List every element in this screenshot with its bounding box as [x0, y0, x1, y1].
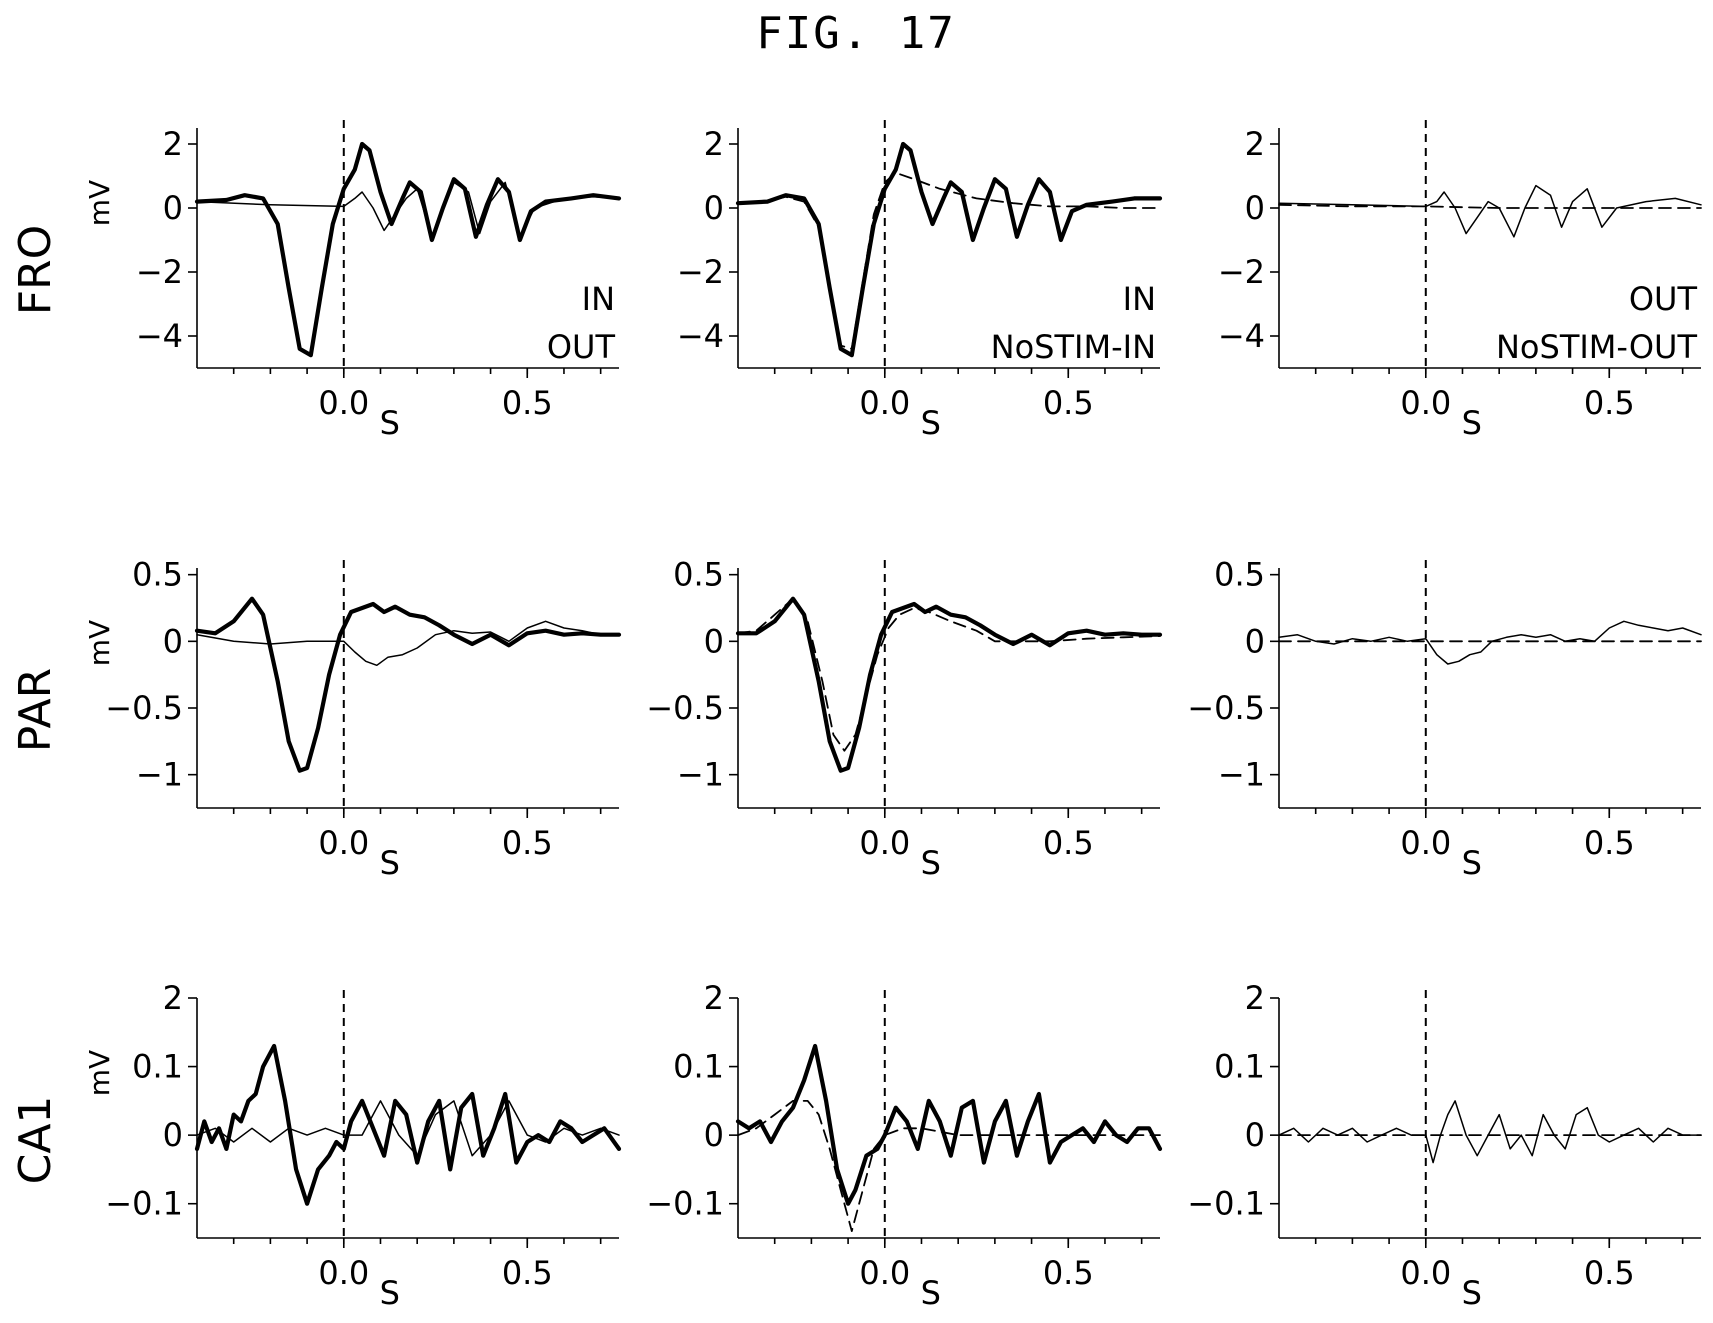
panel-ca1-1-y-tick-label: 0 [163, 1116, 183, 1154]
panel-ca1-2-y-tick-label: 2 [704, 979, 724, 1017]
figure-title: FIG. 17 [756, 8, 955, 59]
panel-ca1-1-y-unit: mV [83, 1050, 116, 1096]
panel-ca1-3-x-tick-label: 0.0 [1400, 1254, 1451, 1292]
panel-fro-3-legend-item: NoSTIM-OUT [1496, 328, 1697, 366]
panel-par-3-y-tick-label: −1 [1218, 756, 1265, 794]
panel-fro-2-y-tick-label: −4 [677, 317, 724, 355]
panel-fro-3: 2 0 −2 −4 0.0 0.5 S OUT NoSTIM-OUT [1218, 120, 1701, 442]
panel-fro-3-x-unit: S [1462, 404, 1482, 442]
panel-fro-1-y-tick-label: −2 [136, 253, 183, 291]
panel-par-1-x-unit: S [380, 844, 400, 882]
panel-par-2: 0.5 0 −0.5 −1 0.0 0.5 S [646, 556, 1160, 882]
panel-grid: 2 0 −2 −4 0.0 0.5 SmV IN OUT 2 0 −2 −4 0.0 0.5 S IN NoSTI… [83, 120, 1701, 1312]
panel-fro-2-x-tick-label: 0.5 [1043, 384, 1094, 422]
panel-par-3-x-tick-label: 0.0 [1400, 824, 1451, 862]
panel-fro-1-series-1-thick [197, 144, 619, 355]
panel-ca1-1-y-tick-label: 2 [163, 979, 183, 1017]
panel-par-3-series-1-thin [1279, 621, 1701, 664]
panel-par-1-y-unit: mV [83, 620, 116, 666]
panel-fro-1-legend-item: IN [582, 280, 615, 318]
row-label-ca1: CA1 [10, 1096, 61, 1185]
row-label-fro: FRO [10, 225, 61, 316]
panel-fro-2-y-tick-label: −2 [677, 253, 724, 291]
panel-par-1-series-2-thin [197, 621, 619, 665]
panel-ca1-2-series-1-thick [738, 1046, 1160, 1204]
panel-ca1-2-y-tick-label: 0.1 [673, 1048, 724, 1086]
panel-ca1-1-x-tick-label: 0.5 [502, 1254, 553, 1292]
panel-par-3-y-tick-label: 0 [1245, 622, 1265, 660]
panel-par-3-x-unit: S [1462, 844, 1482, 882]
panel-fro-1-x-tick-label: 0.0 [318, 384, 369, 422]
panel-par-2-y-tick-label: 0.5 [673, 556, 724, 594]
panel-ca1-3-x-tick-label: 0.5 [1584, 1254, 1635, 1292]
panel-fro-2-x-unit: S [921, 404, 941, 442]
panel-fro-2-x-tick-label: 0.0 [859, 384, 910, 422]
panel-fro-3-legend-item: OUT [1629, 280, 1698, 318]
panel-fro-1-y-tick-label: 0 [163, 189, 183, 227]
row-label-par: PAR [10, 668, 61, 752]
panel-ca1-2: 2 0.1 0 −0.1 0.0 0.5 S [646, 979, 1160, 1312]
panel-par-2-x-tick-label: 0.0 [859, 824, 910, 862]
panel-par-1-x-tick-label: 0.5 [502, 824, 553, 862]
panel-par-3-x-tick-label: 0.5 [1584, 824, 1635, 862]
panel-par-2-y-tick-label: 0 [704, 622, 724, 660]
panel-fro-2-series-1-thick [738, 144, 1160, 355]
panel-fro-1-y-tick-label: 2 [163, 125, 183, 163]
panel-fro-3-x-tick-label: 0.5 [1584, 384, 1635, 422]
panel-par-1-y-tick-label: −0.5 [105, 689, 183, 727]
panel-ca1-3: 2 0.1 0 −0.1 0.0 0.5 S [1187, 979, 1701, 1312]
panel-fro-3-x-tick-label: 0.0 [1400, 384, 1451, 422]
panel-fro-2: 2 0 −2 −4 0.0 0.5 S IN NoSTIM-IN [677, 120, 1160, 442]
panel-ca1-1-y-tick-label: −0.1 [105, 1185, 183, 1223]
panel-ca1-3-y-tick-label: 0.1 [1214, 1048, 1265, 1086]
panel-fro-2-y-tick-label: 0 [704, 189, 724, 227]
panel-ca1-3-y-tick-label: −0.1 [1187, 1185, 1265, 1223]
panel-fro-1-y-tick-label: −4 [136, 317, 183, 355]
panel-fro-3-y-tick-label: −4 [1218, 317, 1265, 355]
panel-ca1-1-x-tick-label: 0.0 [318, 1254, 369, 1292]
panel-ca1-1-y-tick-label: 0.1 [132, 1048, 183, 1086]
panel-ca1-2-x-tick-label: 0.5 [1043, 1254, 1094, 1292]
panel-fro-2-legend-item: IN [1123, 280, 1156, 318]
panel-ca1-2-x-tick-label: 0.0 [859, 1254, 910, 1292]
panel-fro-1: 2 0 −2 −4 0.0 0.5 SmV IN OUT [83, 120, 619, 442]
panel-fro-2-y-tick-label: 2 [704, 125, 724, 163]
panel-ca1-2-x-unit: S [921, 1274, 941, 1312]
panel-par-3: 0.5 0 −0.5 −1 0.0 0.5 S [1187, 556, 1701, 882]
panel-fro-3-series-2-dashed [1279, 205, 1701, 208]
panel-par-3-y-tick-label: 0.5 [1214, 556, 1265, 594]
panel-par-2-x-unit: S [921, 844, 941, 882]
panel-ca1-1: 2 0.1 0 −0.1 0.0 0.5 SmV [83, 979, 619, 1312]
panel-par-2-y-tick-label: −1 [677, 756, 724, 794]
panel-fro-1-legend-item: OUT [547, 328, 616, 366]
panel-par-2-y-tick-label: −0.5 [646, 689, 724, 727]
panel-fro-3-series-1-thin [1279, 186, 1701, 237]
panel-ca1-3-series-1-thin [1279, 1101, 1701, 1163]
panel-ca1-3-y-tick-label: 0 [1245, 1116, 1265, 1154]
panel-fro-1-x-unit: S [380, 404, 400, 442]
panel-ca1-1-x-unit: S [380, 1274, 400, 1312]
panel-par-2-series-1-thick [738, 599, 1160, 771]
panel-fro-3-y-tick-label: 2 [1245, 125, 1265, 163]
panel-fro-1-y-unit: mV [83, 180, 116, 226]
panel-ca1-1-series-1-thick [197, 1046, 619, 1204]
panel-par-2-x-tick-label: 0.5 [1043, 824, 1094, 862]
panel-fro-2-legend-item: NoSTIM-IN [991, 328, 1156, 366]
panel-par-3-y-tick-label: −0.5 [1187, 689, 1265, 727]
panel-par-1-x-tick-label: 0.0 [318, 824, 369, 862]
panel-ca1-2-series-2-dashed [738, 1101, 1160, 1231]
panel-ca1-2-y-tick-label: 0 [704, 1116, 724, 1154]
panel-fro-3-y-tick-label: −2 [1218, 253, 1265, 291]
panel-ca1-2-y-tick-label: −0.1 [646, 1185, 724, 1223]
panel-ca1-3-y-tick-label: 2 [1245, 979, 1265, 1017]
panel-par-2-series-2-dashed [738, 599, 1160, 751]
panel-par-1-y-tick-label: 0 [163, 622, 183, 660]
panel-par-1-y-tick-label: −1 [136, 756, 183, 794]
panel-fro-1-x-tick-label: 0.5 [502, 384, 553, 422]
panel-ca1-3-x-unit: S [1462, 1274, 1482, 1312]
panel-par-1: 0.5 0 −0.5 −1 0.0 0.5 SmV [83, 556, 619, 882]
panel-fro-3-y-tick-label: 0 [1245, 189, 1265, 227]
panel-par-1-y-tick-label: 0.5 [132, 556, 183, 594]
